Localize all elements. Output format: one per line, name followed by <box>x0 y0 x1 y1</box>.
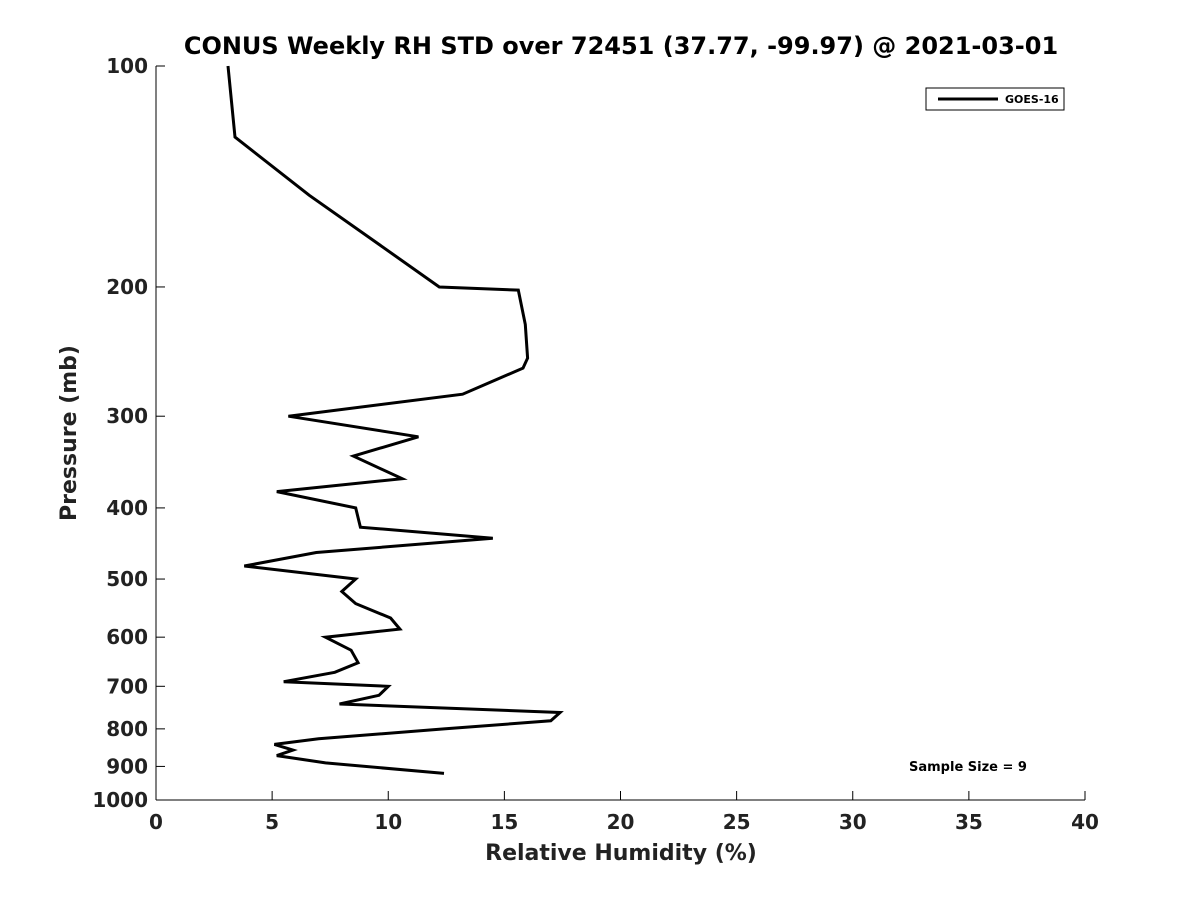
y-axis-label: Pressure (mb) <box>57 345 82 521</box>
y-tick-label: 200 <box>106 275 148 299</box>
x-tick-label: 5 <box>265 810 279 834</box>
x-tick-label: 40 <box>1071 810 1099 834</box>
x-tick-label: 0 <box>149 810 163 834</box>
y-tick-label: 100 <box>106 54 148 78</box>
x-tick-label: 20 <box>607 810 635 834</box>
y-tick-label: 500 <box>106 567 148 591</box>
y-tick-label: 600 <box>106 625 148 649</box>
y-tick-label: 900 <box>106 754 148 778</box>
x-axis-label: Relative Humidity (%) <box>485 841 757 866</box>
x-tick-label: 10 <box>374 810 402 834</box>
y-tick-label: 300 <box>106 404 148 428</box>
legend: GOES-16 <box>925 87 1065 111</box>
x-tick-label: 35 <box>955 810 983 834</box>
sample-size-annotation: Sample Size = 9 <box>909 760 1027 775</box>
y-axis-ticks: 100 200 300 400 500 600 700 800 900 1000 <box>92 54 165 812</box>
y-tick-label: 1000 <box>92 788 148 812</box>
legend-label-goes16: GOES-16 <box>1005 93 1059 106</box>
series-layer <box>226 65 564 775</box>
chart-title: CONUS Weekly RH STD over 72451 (37.77, -… <box>184 32 1058 60</box>
y-tick-label: 400 <box>106 496 148 520</box>
x-tick-label: 25 <box>723 810 751 834</box>
x-axis-ticks: 0 5 10 15 20 25 30 35 40 <box>149 791 1099 834</box>
series-line-goes16 <box>226 65 564 775</box>
axes <box>155 66 1085 801</box>
x-tick-label: 30 <box>839 810 867 834</box>
y-tick-label: 700 <box>106 674 148 698</box>
x-tick-label: 15 <box>490 810 518 834</box>
y-tick-label: 800 <box>106 717 148 741</box>
